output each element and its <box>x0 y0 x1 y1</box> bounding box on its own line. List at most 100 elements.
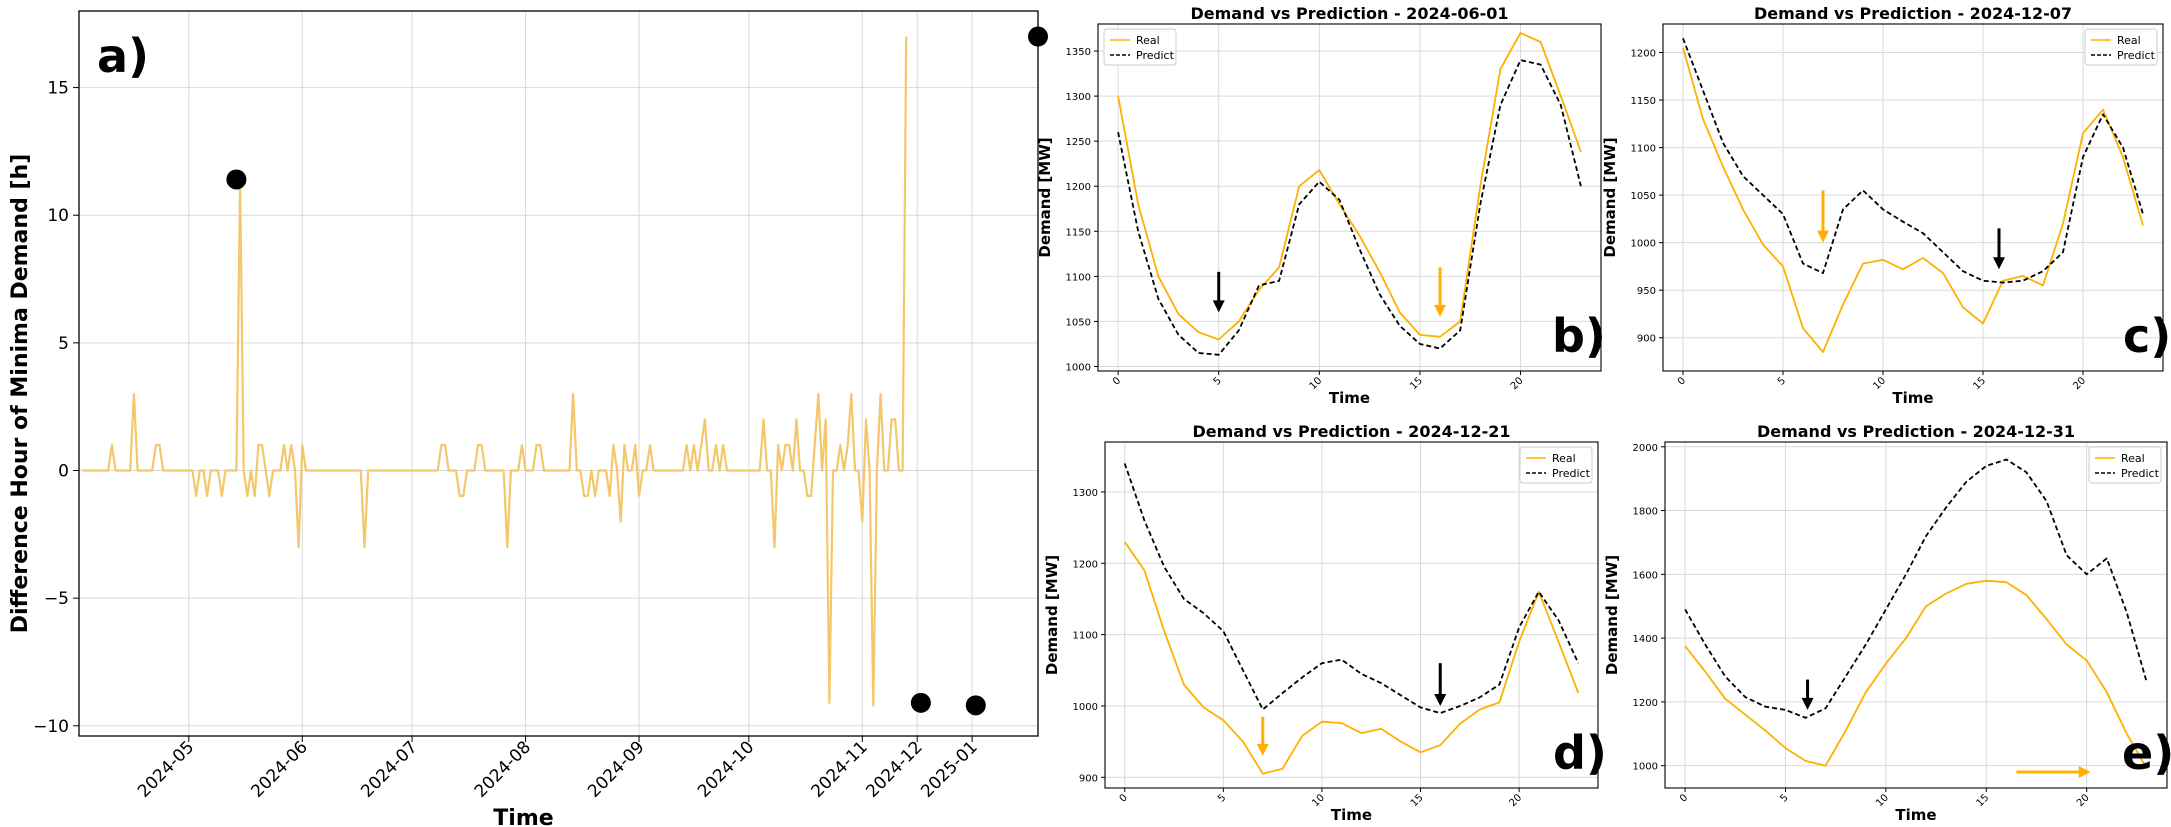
y-axis-label: Demand [MW] <box>1036 137 1054 257</box>
panel-a: −10 −5 0 5 10 15 2024-05 2024-06 2024-07 2024-08 2… <box>8 10 1048 827</box>
xtick-label: 2024-06 <box>247 737 311 801</box>
extreme-point-marker <box>226 169 247 190</box>
x-axis-label: Time <box>1329 389 1370 407</box>
ytick-label: 1100 <box>1066 272 1091 283</box>
plot-area <box>1663 24 2163 371</box>
plot-frame <box>1662 23 2164 372</box>
legend-label: Real <box>1136 34 1160 47</box>
ytick-label: 1150 <box>1066 227 1091 238</box>
plot-area <box>79 11 1038 736</box>
ytick-label: 10 <box>47 206 69 226</box>
ytick-label: 15 <box>47 79 69 99</box>
series-line-real <box>1123 541 1580 775</box>
xtick-label: 20 <box>1509 375 1526 392</box>
panel-b: 1000 1050 1100 1150 1200 1250 1300 1350 0 5 10 15 20… <box>1036 4 1606 407</box>
xtick-label: 2024-05 <box>134 737 198 801</box>
xtick-label: 20 <box>2075 792 2092 809</box>
ytick-label: 1800 <box>1633 507 1658 518</box>
xtick-label: 2024-07 <box>357 737 421 801</box>
ytick-label: 1000 <box>1066 362 1091 373</box>
xtick-label: 15 <box>1408 375 1425 392</box>
ytick-label: 1000 <box>1631 239 1656 250</box>
xtick-label: 15 <box>1971 375 1988 392</box>
ytick-label: 1200 <box>1066 182 1091 193</box>
series-line-real <box>1684 579 2148 770</box>
ytick-label: 1000 <box>1633 762 1658 773</box>
legend-box <box>2084 28 2158 66</box>
xtick-label: 2024-09 <box>584 737 648 801</box>
ytick-label: 5 <box>58 334 69 354</box>
ytick-label: 1000 <box>1073 702 1098 713</box>
legend: Real Predict <box>1519 446 1593 484</box>
series-line-predict <box>1684 458 2148 719</box>
annotation-arrow-head <box>1801 697 1814 710</box>
xtick-label: 2025-01 <box>917 737 981 801</box>
annotation-arrow-head <box>1212 300 1225 313</box>
xtick-label: 0 <box>1678 792 1690 804</box>
ytick-label: 1300 <box>1066 92 1091 103</box>
annotation-arrow-head <box>1434 693 1447 706</box>
xtick-label: 10 <box>1871 375 1888 392</box>
legend-box <box>2088 446 2162 484</box>
xtick-label: 2024-10 <box>694 737 758 801</box>
plot-area <box>1105 442 1598 788</box>
ytick-label: 1150 <box>1631 96 1656 107</box>
chart-title: Demand vs Prediction - 2024-06-01 <box>1190 4 1508 23</box>
series-line-real <box>1117 32 1582 341</box>
ytick-label: 1600 <box>1633 570 1658 581</box>
ytick-label: 1050 <box>1066 317 1091 328</box>
chart-title: Demand vs Prediction - 2024-12-31 <box>1757 422 2075 441</box>
chart-title: Demand vs Prediction - 2024-12-21 <box>1192 422 1510 441</box>
series-line-diff <box>82 36 908 707</box>
panel-label: e) <box>2122 726 2171 780</box>
annotation-arrow-head <box>1256 743 1269 756</box>
plot-frame <box>1104 441 1599 789</box>
legend-box <box>1103 28 1177 66</box>
xtick-label: 5 <box>1778 792 1790 804</box>
annotation-arrow-head <box>1817 230 1829 243</box>
x-axis-label: Time <box>1892 389 1933 407</box>
xtick-label: 2024-08 <box>471 737 535 801</box>
annotation-arrow-head <box>1993 257 2005 270</box>
legend-label: Real <box>2117 34 2141 47</box>
x-axis-label: Time <box>1895 806 1936 824</box>
annotation-arrow-head <box>2078 766 2091 779</box>
xtick-label: 5 <box>1776 375 1788 387</box>
ytick-label: 1350 <box>1066 47 1091 58</box>
xtick-label: 20 <box>2071 375 2088 392</box>
extreme-point-marker <box>965 695 986 716</box>
xtick-label: 5 <box>1216 792 1228 804</box>
x-axis-label: Time <box>1331 806 1372 824</box>
panel-e: 1000 1200 1400 1600 1800 2000 0 5 10 15 20 Real Pred… <box>1603 422 2171 824</box>
ytick-label: 950 <box>1637 286 1656 297</box>
series-line-predict <box>1682 37 2144 284</box>
plot-frame <box>1097 23 1602 372</box>
ytick-label: 1250 <box>1066 137 1091 148</box>
legend-label: Predict <box>2117 49 2156 62</box>
xtick-label: 2024-12 <box>862 737 926 801</box>
ytick-label: 1200 <box>1073 559 1098 570</box>
ytick-label: 900 <box>1637 334 1656 345</box>
ytick-label: 1050 <box>1631 191 1656 202</box>
ytick-label: 2000 <box>1633 443 1658 454</box>
extreme-point-marker <box>910 692 931 713</box>
panel-label: b) <box>1552 309 1606 363</box>
ytick-label: −10 <box>33 717 69 737</box>
ytick-label: 1200 <box>1633 698 1658 709</box>
legend-label: Predict <box>2121 467 2160 480</box>
xtick-label: 10 <box>1310 792 1327 809</box>
panel-label: a) <box>97 29 149 83</box>
xtick-label: 15 <box>1409 792 1426 809</box>
legend-label: Predict <box>1136 49 1175 62</box>
y-axis-label: Difference Hour of Minima Demand [h] <box>8 154 33 634</box>
xtick-label: 20 <box>1507 792 1524 809</box>
ytick-label: 1100 <box>1631 144 1656 155</box>
xtick-label: 0 <box>1118 792 1130 804</box>
xtick-label: 10 <box>1874 792 1891 809</box>
panel-label: c) <box>2123 309 2171 363</box>
chart-title: Demand vs Prediction - 2024-12-07 <box>1754 4 2072 23</box>
xtick-label: 2024-11 <box>807 737 871 801</box>
ytick-label: 1100 <box>1073 631 1098 642</box>
y-axis-label: Demand [MW] <box>1043 555 1061 675</box>
